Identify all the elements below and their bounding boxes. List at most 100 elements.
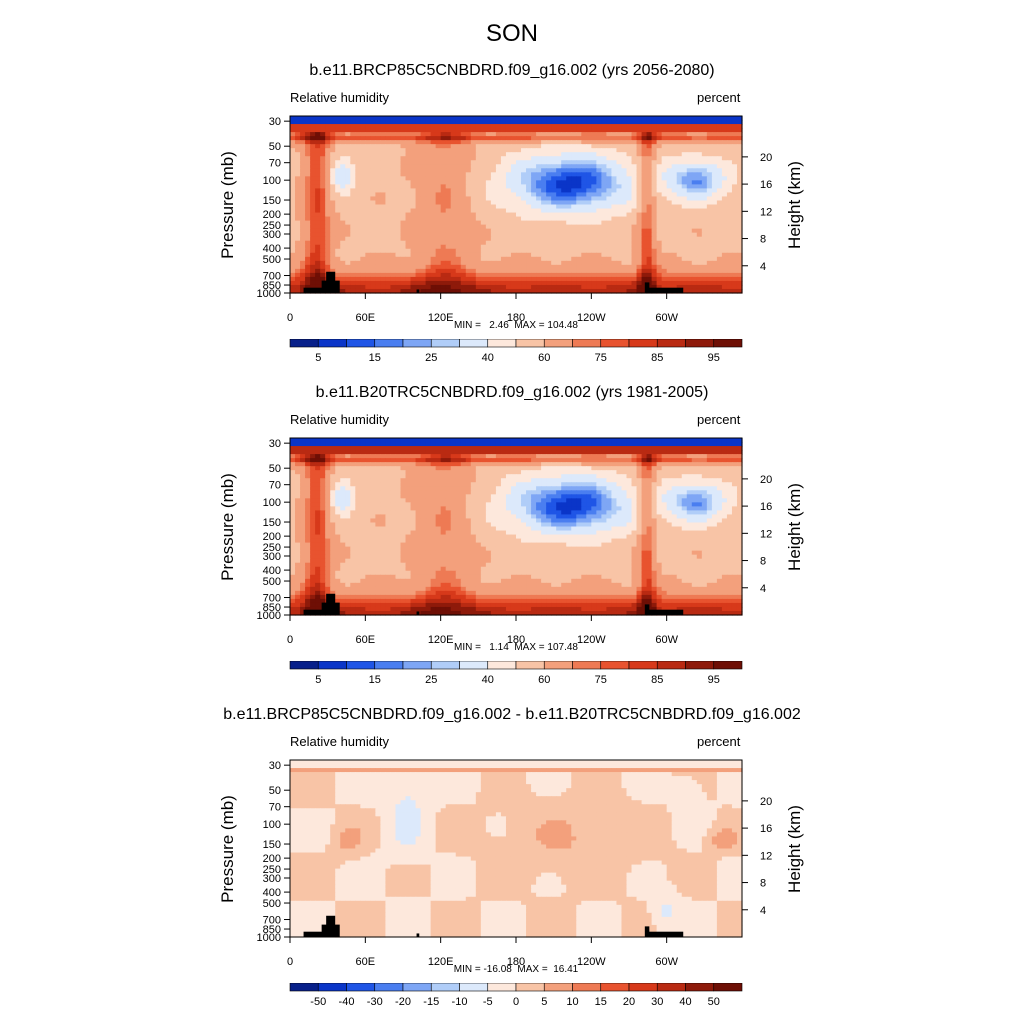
field-cell [727,217,733,222]
field-cell [667,438,673,443]
field-cell [360,269,366,274]
field-cell [732,257,738,262]
field-cell [486,450,492,455]
field-cell [712,261,718,266]
field-cell [421,253,427,258]
field-cell [446,281,452,286]
field-cell [526,225,532,230]
field-cell [717,245,723,250]
field-cell [426,442,432,447]
field-cell [611,168,617,173]
field-cell [697,285,703,290]
field-cell [712,156,718,161]
field-cell [642,192,648,197]
field-cell [642,156,648,161]
field-cell [481,140,487,145]
field-cell [320,144,326,149]
field-cell [556,168,562,173]
field-cell [531,140,537,145]
field-cell [380,156,386,161]
field-cell [340,156,346,161]
field-cell [586,196,592,201]
field-cell [722,281,728,286]
field-cell [400,164,406,169]
field-cell [305,241,311,246]
field-cell [481,192,487,197]
field-cell [637,466,643,471]
field-cell [360,285,366,290]
field-cell [657,253,663,258]
field-cell [466,205,472,210]
field-cell [556,188,562,193]
field-cell [697,176,703,181]
field-cell [637,200,643,205]
field-cell [466,200,472,205]
colorbar-label: 40 [482,352,494,364]
field-cell [591,168,597,173]
field-cell [531,446,537,451]
field-cell [310,144,316,149]
field-cell [657,474,663,479]
field-cell [305,176,311,181]
field-cell [521,192,527,197]
field-cell [647,217,653,222]
field-cell [360,233,366,238]
field-cell [702,466,708,471]
field-cell [536,269,542,274]
field-cell [621,180,627,185]
field-cell [406,241,412,246]
field-cell [571,140,577,145]
field-cell [491,200,497,205]
field-cell [536,120,542,125]
field-cell [571,192,577,197]
field-cell [345,192,351,197]
field-cell [727,168,733,173]
field-cell [491,261,497,266]
field-cell [687,454,693,459]
field-cell [652,474,658,479]
field-cell [506,140,512,145]
field-cell [677,144,683,149]
field-cell [712,132,718,137]
field-cell [546,281,552,286]
field-cell [707,116,713,121]
field-cell [421,277,427,282]
field-cell [621,124,627,129]
field-cell [637,241,643,246]
field-cell [431,156,437,161]
field-cell [395,152,401,157]
field-cell [556,132,562,137]
field-cell [712,237,718,242]
field-cell [456,205,462,210]
field-cell [727,180,733,185]
field-cell [712,180,718,185]
field-cell [606,470,612,475]
field-cell [315,184,321,189]
field-cell [717,450,723,455]
field-cell [531,180,537,185]
field-cell [652,116,658,121]
field-cell [441,241,447,246]
field-cell [702,442,708,447]
field-cell [702,209,708,214]
field-cell [456,132,462,137]
field-cell [375,277,381,282]
field-cell [431,124,437,129]
field-cell [416,466,422,471]
field-cell [712,277,718,282]
field-cell [325,209,331,214]
field-cell [732,176,738,181]
field-cell [496,285,502,290]
field-cell [677,261,683,266]
field-cell [345,458,351,463]
field-cell [526,474,532,479]
field-cell [561,450,567,455]
field-cell [416,442,422,447]
field-cell [561,261,567,266]
field-cell [310,474,316,479]
field-cell [446,156,452,161]
field-cell [521,261,527,266]
field-cell [456,470,462,475]
field-cell [606,438,612,443]
field-cell [431,442,437,447]
